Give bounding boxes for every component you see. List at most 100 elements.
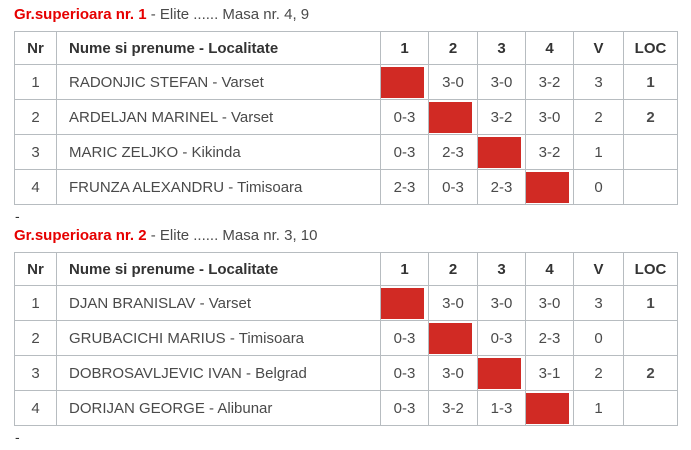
diagonal-cell: [380, 285, 429, 321]
table-row: 4 FRUNZA ALEXANDRU - Timisoara 2-3 0-3 2…: [14, 169, 678, 205]
cell-result: 3-0: [525, 99, 574, 135]
table-row: 2 GRUBACICHI MARIUS - Timisoara 0-3 0-3 …: [14, 320, 678, 356]
cell-name: ARDELJAN MARINEL - Varset: [56, 99, 381, 135]
cell-result: 3-2: [477, 99, 526, 135]
separator-dash: -: [15, 429, 20, 445]
cell-result: 1-3: [477, 390, 526, 426]
diagonal-redbox: [381, 288, 424, 319]
header-row: Nr Nume si prenume - Localitate 1 2 3 4 …: [14, 252, 678, 286]
cell-victories: 0: [573, 320, 624, 356]
cell-result: 3-1: [525, 355, 574, 391]
cell-victories: 1: [573, 390, 624, 426]
col-header-nr: Nr: [14, 252, 57, 286]
cell-result: 0-3: [380, 320, 429, 356]
col-header-loc: LOC: [623, 31, 678, 65]
cell-nr: 1: [14, 285, 57, 321]
table-row: 3 MARIC ZELJKO - Kikinda 0-3 2-3 3-2 1: [14, 134, 678, 170]
col-header-4: 4: [525, 31, 574, 65]
cell-result: 3-0: [428, 355, 478, 391]
cell-result: 0-3: [380, 134, 429, 170]
cell-result: 3-0: [428, 64, 478, 100]
cell-place: 1: [623, 64, 678, 100]
col-header-name: Nume si prenume - Localitate: [56, 252, 381, 286]
cell-result: 3-0: [525, 285, 574, 321]
diagonal-cell: [525, 390, 574, 426]
results-table-1: Nr Nume si prenume - Localitate 1 2 3 4 …: [14, 31, 678, 205]
cell-result: 3-2: [525, 134, 574, 170]
cell-victories: 2: [573, 99, 624, 135]
diagonal-redbox: [478, 358, 521, 389]
col-header-1: 1: [380, 252, 429, 286]
cell-victories: 3: [573, 64, 624, 100]
cell-nr: 1: [14, 64, 57, 100]
col-header-v: V: [573, 31, 624, 65]
cell-victories: 0: [573, 169, 624, 205]
col-header-nr: Nr: [14, 31, 57, 65]
header-row: Nr Nume si prenume - Localitate 1 2 3 4 …: [14, 31, 678, 65]
diagonal-cell: [380, 64, 429, 100]
cell-name: DJAN BRANISLAV - Varset: [56, 285, 381, 321]
separator-dash: -: [15, 208, 20, 224]
col-header-loc: LOC: [623, 252, 678, 286]
diagonal-redbox: [526, 393, 569, 424]
cell-place: [623, 169, 678, 205]
cell-place: 1: [623, 285, 678, 321]
cell-result: 2-3: [477, 169, 526, 205]
col-header-2: 2: [428, 31, 478, 65]
diagonal-redbox: [429, 323, 472, 354]
diagonal-redbox: [429, 102, 472, 133]
cell-nr: 4: [14, 169, 57, 205]
group-title-2: Gr.superioara nr. 2 - Elite ...... Masa …: [14, 227, 677, 245]
table-row: 1 RADONJIC STEFAN - Varset 3-0 3-0 3-2 3…: [14, 64, 678, 100]
cell-victories: 2: [573, 355, 624, 391]
cell-place: [623, 320, 678, 356]
cell-nr: 4: [14, 390, 57, 426]
cell-place: 2: [623, 355, 678, 391]
group-title-1: Gr.superioara nr. 1 - Elite ...... Masa …: [14, 6, 677, 24]
col-header-1: 1: [380, 31, 429, 65]
cell-nr: 3: [14, 355, 57, 391]
diagonal-cell: [428, 320, 478, 356]
cell-result: 3-2: [428, 390, 478, 426]
diagonal-cell: [428, 99, 478, 135]
table-row: 3 DOBROSAVLJEVIC IVAN - Belgrad 0-3 3-0 …: [14, 355, 678, 391]
diagonal-redbox: [381, 67, 424, 98]
cell-result: 3-0: [477, 64, 526, 100]
diagonal-cell: [477, 134, 526, 170]
cell-result: 2-3: [525, 320, 574, 356]
col-header-3: 3: [477, 252, 526, 286]
diagonal-cell: [525, 169, 574, 205]
group-title-rest: - Elite ...... Masa nr. 3, 10: [146, 227, 318, 244]
col-header-2: 2: [428, 252, 478, 286]
diagonal-redbox: [526, 172, 569, 203]
col-header-4: 4: [525, 252, 574, 286]
cell-result: 3-2: [525, 64, 574, 100]
cell-name: MARIC ZELJKO - Kikinda: [56, 134, 381, 170]
diagonal-cell: [477, 355, 526, 391]
cell-name: FRUNZA ALEXANDRU - Timisoara: [56, 169, 381, 205]
cell-name: DOBROSAVLJEVIC IVAN - Belgrad: [56, 355, 381, 391]
cell-result: 2-3: [380, 169, 429, 205]
cell-result: 0-3: [380, 355, 429, 391]
cell-place: [623, 390, 678, 426]
diagonal-redbox: [478, 137, 521, 168]
cell-victories: 1: [573, 134, 624, 170]
cell-victories: 3: [573, 285, 624, 321]
cell-result: 0-3: [428, 169, 478, 205]
group-title-highlight: Gr.superioara nr. 2: [14, 227, 147, 244]
cell-name: RADONJIC STEFAN - Varset: [56, 64, 381, 100]
group-title-rest: - Elite ...... Masa nr. 4, 9: [146, 6, 310, 23]
cell-place: 2: [623, 99, 678, 135]
cell-name: DORIJAN GEORGE - Alibunar: [56, 390, 381, 426]
results-table-2: Nr Nume si prenume - Localitate 1 2 3 4 …: [14, 252, 678, 426]
table-row: 2 ARDELJAN MARINEL - Varset 0-3 3-2 3-0 …: [14, 99, 678, 135]
cell-nr: 3: [14, 134, 57, 170]
cell-result: 2-3: [428, 134, 478, 170]
cell-name: GRUBACICHI MARIUS - Timisoara: [56, 320, 381, 356]
col-header-v: V: [573, 252, 624, 286]
cell-result: 0-3: [477, 320, 526, 356]
col-header-name: Nume si prenume - Localitate: [56, 31, 381, 65]
cell-result: 0-3: [380, 390, 429, 426]
cell-result: 0-3: [380, 99, 429, 135]
